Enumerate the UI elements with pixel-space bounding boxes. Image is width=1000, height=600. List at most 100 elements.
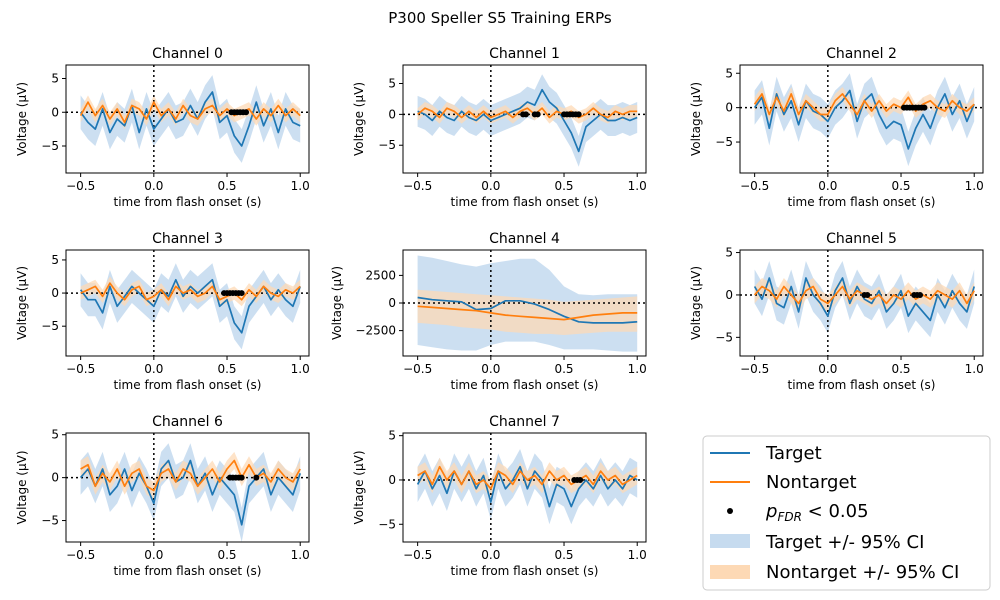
- panel-channel-4: −0.5 0.0 0.5 1.0 −2500 0 2500 Channel 4 time fro…: [330, 231, 647, 392]
- x-axis-label: time from flash onset (s): [114, 564, 262, 578]
- x-tick-label: 0.5: [217, 362, 236, 376]
- target-ci-band: [81, 443, 301, 542]
- y-tick-label: −5: [715, 330, 733, 344]
- panel-channel-0: −0.5 0.0 0.5 1.0 −5 0 5 Channel 0 time from flas…: [15, 46, 310, 209]
- y-tick-label: 0: [51, 471, 59, 485]
- figure-title: P300 Speller S5 Training ERPs: [388, 9, 612, 27]
- legend-target-ci-swatch: [710, 534, 750, 548]
- significance-marker: [253, 475, 259, 481]
- x-axis-label: time from flash onset (s): [451, 195, 599, 209]
- significance-marker: [243, 109, 249, 115]
- x-tick-label: −0.5: [740, 179, 769, 193]
- x-tick-label: 1.0: [628, 362, 647, 376]
- x-tick-label: 0.5: [554, 548, 573, 562]
- significance-marker: [239, 290, 245, 296]
- x-tick-label: 0.0: [481, 179, 500, 193]
- x-axis-label: time from flash onset (s): [451, 564, 599, 578]
- legend-target-ci-label: Target +/- 95% CI: [765, 532, 924, 553]
- legend-nontarget-label: Nontarget: [766, 472, 857, 493]
- legend-significance-marker: [727, 508, 733, 514]
- y-tick-label: 5: [388, 429, 396, 443]
- significance-marker: [864, 292, 870, 298]
- x-tick-label: 0.5: [217, 548, 236, 562]
- y-axis-label: Voltage (μV): [15, 82, 29, 156]
- y-tick-label: 0: [725, 101, 733, 115]
- x-tick-label: 0.0: [481, 548, 500, 562]
- x-tick-label: −0.5: [403, 179, 432, 193]
- significance-marker: [535, 111, 541, 117]
- significance-marker: [917, 292, 923, 298]
- panel-title: Channel 2: [826, 46, 897, 62]
- panel-title: Channel 6: [152, 414, 223, 430]
- plot-area: [66, 250, 309, 356]
- y-tick-label: −5: [41, 514, 59, 528]
- y-tick-label: 5: [51, 428, 59, 442]
- legend-nontarget-ci-label: Nontarget +/- 95% CI: [766, 562, 959, 583]
- x-tick-label: 0.5: [891, 362, 910, 376]
- significance-marker: [576, 111, 582, 117]
- panel-channel-1: −0.5 0.0 0.5 1.0−505Channel 1time from flas…: [352, 46, 647, 209]
- y-tick-label: 5: [388, 77, 396, 91]
- y-tick-label: 0: [725, 288, 733, 302]
- y-axis-label: Voltage (μV): [689, 266, 703, 340]
- y-axis-label: Voltage (μV): [330, 266, 344, 340]
- x-axis-label: time from flash onset (s): [114, 378, 262, 392]
- x-tick-label: 0.0: [144, 548, 163, 562]
- panel-channel-5: −0.5 0.0 0.5 1.0 −5 0 5 Channel 5 time from flas…: [689, 231, 984, 392]
- plot-area: [740, 65, 983, 173]
- plot-area: [66, 65, 309, 173]
- y-tick-label: 5: [51, 253, 59, 267]
- significance-marker: [239, 475, 245, 481]
- x-tick-label: −0.5: [403, 362, 432, 376]
- x-tick-label: 0.0: [144, 362, 163, 376]
- panel-channel-3: −0.5 0.0 0.5 1.0 −5 0 5 Channel 3 time from flas…: [15, 231, 310, 392]
- x-tick-label: 1.0: [291, 362, 310, 376]
- y-tick-label: 0: [388, 296, 396, 310]
- legend: Target Nontarget pFDR < 0.05 Target +/- …: [703, 436, 990, 590]
- plot-area: [66, 433, 309, 542]
- panel-title: Channel 5: [826, 231, 897, 247]
- x-tick-label: 0.5: [554, 362, 573, 376]
- x-tick-label: 0.0: [144, 179, 163, 193]
- x-tick-label: −0.5: [66, 179, 95, 193]
- x-tick-label: 0.5: [217, 179, 236, 193]
- significance-marker: [577, 477, 583, 483]
- y-axis-label: Voltage (μV): [15, 450, 29, 524]
- panel-title: Channel 4: [489, 231, 560, 247]
- panel-channel-7: −0.5 0.0 0.5 1.0 −5 0 5 Channel 7 time from flas…: [352, 414, 647, 578]
- y-tick-label: 5: [725, 66, 733, 80]
- y-axis-label: Voltage (μV): [352, 82, 366, 156]
- y-tick-label: −2500: [355, 324, 396, 338]
- significance-marker: [921, 105, 927, 111]
- x-tick-label: 1.0: [291, 548, 310, 562]
- x-tick-label: −0.5: [740, 362, 769, 376]
- x-axis-label: time from flash onset (s): [788, 195, 936, 209]
- y-tick-label: 5: [725, 246, 733, 260]
- x-axis-label: time from flash onset (s): [451, 378, 599, 392]
- panel-title: Channel 7: [489, 414, 560, 430]
- y-tick-label: 2500: [365, 268, 396, 282]
- plot-area: [403, 65, 646, 173]
- y-tick-label: 0: [388, 473, 396, 487]
- target-ci-band: [755, 73, 975, 166]
- x-tick-label: 0.5: [891, 179, 910, 193]
- x-tick-label: 0.0: [481, 362, 500, 376]
- x-axis-label: time from flash onset (s): [114, 195, 262, 209]
- y-axis-label: Voltage (μV): [689, 82, 703, 156]
- target-ci-band: [81, 263, 301, 349]
- panel-title: Channel 1: [489, 46, 560, 62]
- y-tick-label: 5: [51, 72, 59, 86]
- y-tick-label: −5: [715, 135, 733, 149]
- y-tick-label: −5: [41, 319, 59, 333]
- x-tick-label: 0.0: [818, 362, 837, 376]
- y-tick-label: 0: [388, 107, 396, 121]
- x-tick-label: 1.0: [965, 362, 984, 376]
- panel-channel-6: −0.5 0.0 0.5 1.0 −5 0 5 Channel 6 time from flas…: [15, 414, 310, 578]
- legend-nontarget-ci-swatch: [710, 565, 750, 579]
- panel-title: Channel 3: [152, 231, 223, 247]
- x-tick-label: −0.5: [403, 548, 432, 562]
- significance-marker: [523, 111, 529, 117]
- x-tick-label: −0.5: [66, 362, 95, 376]
- x-tick-label: 0.0: [818, 179, 837, 193]
